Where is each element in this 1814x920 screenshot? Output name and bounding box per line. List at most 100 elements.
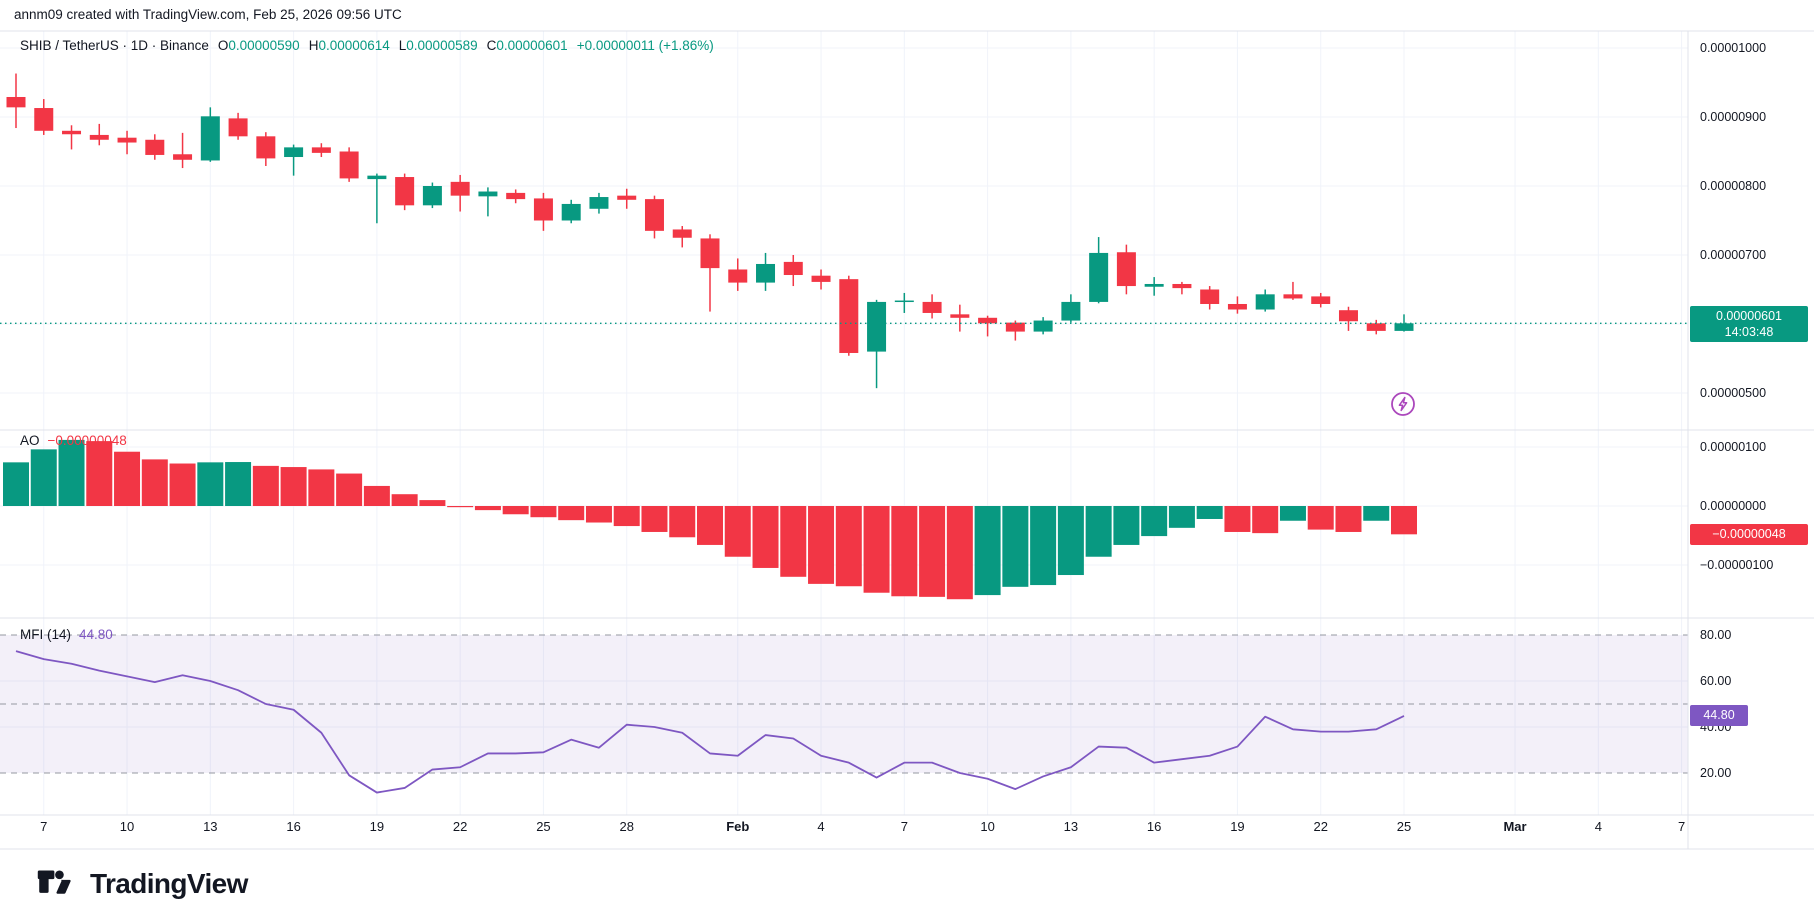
price-axis-label: 0.00000800 xyxy=(1700,179,1767,193)
ao-bar xyxy=(530,506,557,518)
mfi-band xyxy=(0,635,1688,773)
countdown-timer: 14:03:48 xyxy=(1724,325,1774,339)
candle-body xyxy=(950,314,970,318)
candle-body xyxy=(117,137,137,143)
candle-body xyxy=(311,147,331,153)
ao-bar xyxy=(86,441,113,506)
candle-body xyxy=(644,199,664,231)
time-axis-label: 4 xyxy=(817,819,825,834)
candle-body xyxy=(450,181,470,196)
candle-body xyxy=(561,203,581,221)
candle-body xyxy=(700,238,720,269)
symbol-title[interactable]: SHIB / TetherUS · 1D · Binance xyxy=(20,38,209,53)
candle-body xyxy=(1338,310,1358,322)
ao-bar xyxy=(1196,506,1223,519)
ao-bar xyxy=(1224,506,1251,532)
candle-body xyxy=(922,301,942,313)
ao-bar xyxy=(1335,506,1362,532)
ao-bar xyxy=(1030,506,1057,586)
time-axis-label: 25 xyxy=(536,819,551,834)
mfi-axis-label: 20.00 xyxy=(1700,766,1732,780)
time-axis-label: 10 xyxy=(119,819,135,834)
ao-axis-label: 0.00000000 xyxy=(1700,499,1767,513)
ohlc-high: H0.00000614 xyxy=(308,38,390,53)
ao-bar xyxy=(891,506,918,597)
ao-bar xyxy=(946,506,973,600)
ao-bar xyxy=(613,506,640,527)
ao-label[interactable]: AO xyxy=(20,433,40,448)
time-axis-label: 7 xyxy=(40,819,48,834)
lightning-icon[interactable] xyxy=(1389,390,1417,418)
time-axis-label: 25 xyxy=(1396,819,1412,834)
candle-body xyxy=(617,195,637,200)
candle-body xyxy=(1200,289,1220,304)
candle-body xyxy=(6,96,26,108)
candle-body xyxy=(228,118,248,137)
candle-body xyxy=(756,263,776,283)
ao-bar xyxy=(558,506,585,521)
ao-value-tag: −0.00000048 xyxy=(1690,524,1808,545)
attribution-text: annm09 created with TradingView.com, Feb… xyxy=(14,7,402,22)
ao-bar xyxy=(1057,506,1084,576)
price-axis-label: 0.00000700 xyxy=(1700,248,1767,262)
candle-body xyxy=(339,151,359,179)
main-pane[interactable] xyxy=(0,31,1688,430)
time-axis-label: 22 xyxy=(1313,819,1328,834)
ao-value: −0.00000048 xyxy=(47,433,127,448)
candle-body xyxy=(1366,323,1386,331)
mfi-axis-label: 80.00 xyxy=(1700,628,1732,642)
candle-body xyxy=(395,177,415,206)
mfi-value: 44.80 xyxy=(79,627,113,642)
tradingview-logo-mark xyxy=(36,869,80,900)
ao-bar xyxy=(697,506,723,545)
candle-body xyxy=(728,269,748,283)
candle-body xyxy=(533,198,553,221)
mfi-label[interactable]: MFI (14) xyxy=(20,627,72,642)
change-value: +0.00000011 (+1.86%) xyxy=(576,38,714,53)
mfi-line xyxy=(15,650,1405,794)
ao-bar xyxy=(419,500,446,506)
ao-bar xyxy=(863,506,890,593)
ao-bar xyxy=(835,506,862,587)
candle-body xyxy=(34,108,54,131)
candle-body xyxy=(1144,283,1164,287)
ao-bar xyxy=(197,462,224,506)
candle-body xyxy=(1227,303,1247,310)
candle-body xyxy=(173,154,193,160)
ao-bar xyxy=(30,449,57,506)
candle-body xyxy=(200,116,220,161)
price-axis-label: 0.00001000 xyxy=(1700,41,1767,55)
candle-body xyxy=(145,139,165,155)
ao-bar xyxy=(447,506,474,508)
ao-bar xyxy=(641,506,668,532)
candle-body xyxy=(1172,283,1192,289)
time-axis-label: 16 xyxy=(1146,819,1162,834)
time-axis-label: 19 xyxy=(369,819,385,834)
ao-bar xyxy=(1168,506,1195,528)
time-axis-label: 19 xyxy=(1230,819,1245,834)
time-axis-label: Mar xyxy=(1503,819,1527,834)
ohlc-low: L0.00000589 xyxy=(398,38,478,53)
tradingview-logo[interactable]: TradingView xyxy=(36,868,248,900)
ao-axis-label: 0.00000100 xyxy=(1700,440,1767,454)
ao-bar xyxy=(1252,506,1279,534)
ao-bar xyxy=(391,494,418,506)
ao-bar xyxy=(919,506,946,597)
ao-bar xyxy=(280,467,307,506)
ao-bar xyxy=(1113,506,1140,545)
time-axis-label: 7 xyxy=(900,819,908,834)
ao-bar xyxy=(169,463,196,506)
candle-body xyxy=(811,275,831,282)
ao-bar xyxy=(363,485,390,506)
mfi-value-tag: 44.80 xyxy=(1690,705,1748,726)
candle-body xyxy=(1311,296,1331,304)
candle-body xyxy=(367,175,387,180)
time-axis-label: 22 xyxy=(452,819,468,834)
ao-bar xyxy=(502,506,529,515)
last-price-value: 0.00000601 xyxy=(1715,309,1783,323)
time-axis-label: 13 xyxy=(1063,819,1079,834)
symbol-legend: SHIB / TetherUS · 1D · Binance O0.000005… xyxy=(20,38,714,53)
ao-bar xyxy=(225,462,252,506)
